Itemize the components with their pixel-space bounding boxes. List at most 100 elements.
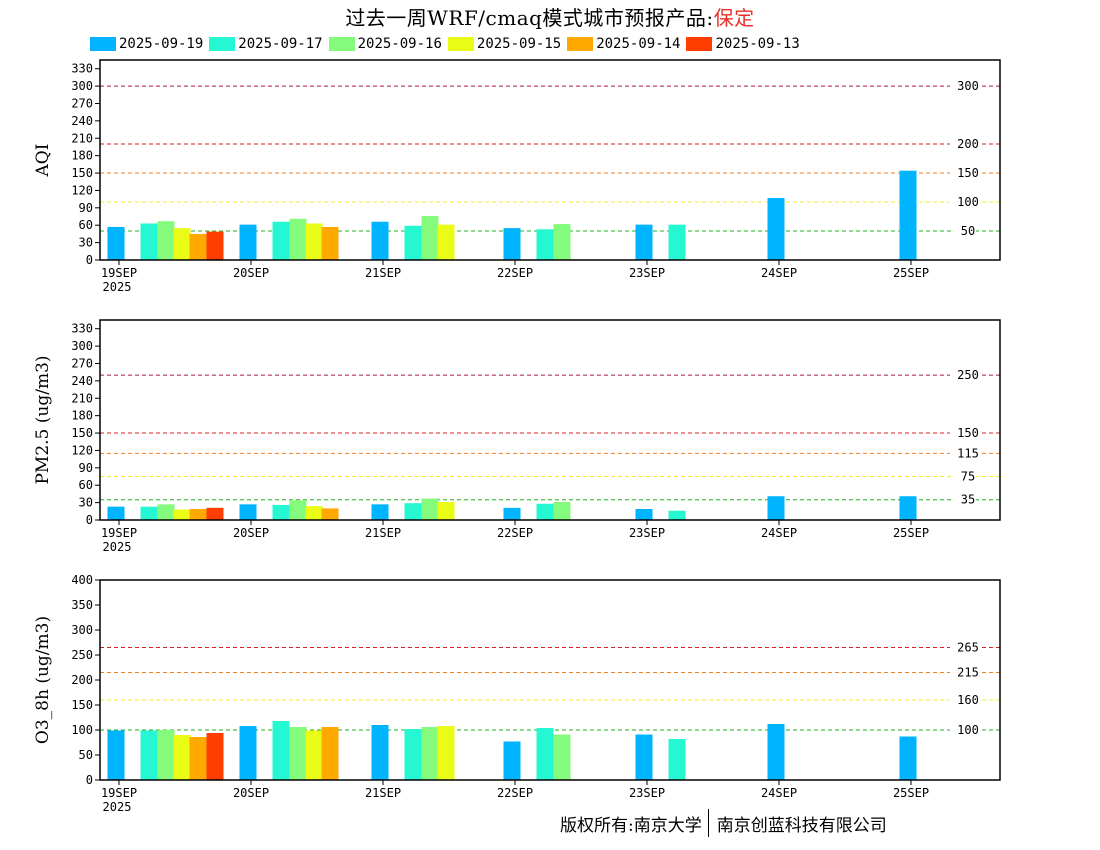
x-tick-label: 20SEP <box>233 266 269 280</box>
bar <box>321 727 339 780</box>
bar <box>239 224 257 260</box>
copyright-owner-1: 版权所有:南京大学 <box>560 815 702 836</box>
y-tick-label: 250 <box>71 648 93 662</box>
bar <box>206 733 224 780</box>
bar <box>536 728 554 780</box>
bar <box>157 730 175 780</box>
bar <box>289 218 307 260</box>
x-tick-label: 19SEP <box>101 266 137 280</box>
bar <box>140 223 158 260</box>
threshold-label: 300 <box>957 79 979 93</box>
threshold-label: 75 <box>961 470 975 484</box>
threshold-label: 100 <box>957 195 979 209</box>
y-tick-label: 150 <box>71 426 93 440</box>
threshold-label-bg <box>950 723 980 737</box>
bar <box>767 496 785 520</box>
legend-swatch <box>209 37 236 51</box>
threshold-label: 115 <box>957 446 979 460</box>
copyright-separator <box>707 809 709 837</box>
threshold-label: 50 <box>961 224 975 238</box>
y-tick-label: 270 <box>71 356 93 370</box>
bar <box>404 225 422 260</box>
legend-swatch <box>447 37 474 51</box>
bar <box>371 504 389 520</box>
bar <box>899 496 917 520</box>
y-tick-label: 100 <box>71 723 93 737</box>
threshold-label-bg <box>950 368 980 383</box>
bar <box>140 506 158 520</box>
x-tick-label: 19SEP <box>101 526 137 540</box>
x-tick-label: 23SEP <box>629 266 665 280</box>
y-axis-label: PM2.5 (ug/m3) <box>33 355 53 484</box>
x-tick-label: 24SEP <box>761 786 797 800</box>
x-tick-label: 23SEP <box>629 786 665 800</box>
legend-label: 2025-09-14 <box>596 36 681 52</box>
x-tick-label: 25SEP <box>893 526 929 540</box>
bar <box>553 224 571 260</box>
threshold-label-bg <box>950 137 980 152</box>
bar <box>272 721 290 780</box>
x-year-label: 2025 <box>103 280 132 294</box>
bar <box>189 508 207 520</box>
y-tick-label: 90 <box>79 461 93 475</box>
bar <box>437 726 455 780</box>
threshold-label: 250 <box>957 368 979 382</box>
y-tick-label: 0 <box>86 513 93 527</box>
bar <box>404 503 422 520</box>
legend-swatch <box>328 37 355 51</box>
copyright: 版权所有:南京大学 南京创蓝科技有限公司 <box>560 808 887 838</box>
y-tick-label: 120 <box>71 443 93 457</box>
bar <box>206 231 224 260</box>
x-tick-label: 21SEP <box>365 266 401 280</box>
y-tick-label: 200 <box>71 673 93 687</box>
threshold-label-bg <box>950 426 980 441</box>
title-city: 保定 <box>713 6 755 30</box>
y-tick-label: 150 <box>71 166 93 180</box>
x-tick-label: 22SEP <box>497 526 533 540</box>
x-tick-label: 21SEP <box>365 526 401 540</box>
x-tick-label: 20SEP <box>233 786 269 800</box>
bar <box>553 502 571 520</box>
threshold-label: 265 <box>957 641 979 655</box>
y-tick-label: 300 <box>71 339 93 353</box>
page-title: 过去一周WRF/cmaq模式城市预报产品:保定 <box>0 2 1100 31</box>
x-tick-label: 24SEP <box>761 526 797 540</box>
y-tick-label: 210 <box>71 131 93 145</box>
x-tick-label: 24SEP <box>761 266 797 280</box>
plot-frame <box>99 319 1001 521</box>
bar <box>289 500 307 520</box>
bar <box>272 504 290 520</box>
y-tick-label: 400 <box>71 573 93 587</box>
bar <box>503 741 521 780</box>
bar <box>668 510 686 520</box>
bar <box>536 229 554 260</box>
bar <box>140 730 158 780</box>
bar <box>321 226 339 260</box>
bar <box>157 221 175 260</box>
x-year-label: 2025 <box>103 540 132 554</box>
bar <box>289 727 307 780</box>
y-tick-label: 0 <box>86 773 93 787</box>
threshold-label: 160 <box>957 693 979 707</box>
threshold-label: 35 <box>961 493 975 507</box>
threshold-label-bg <box>950 640 980 655</box>
y-tick-label: 60 <box>79 218 93 232</box>
threshold-label: 215 <box>957 666 979 680</box>
bar <box>668 739 686 780</box>
threshold-label: 200 <box>957 137 979 151</box>
bar <box>503 228 521 260</box>
x-tick-label: 19SEP <box>101 786 137 800</box>
y-axis-label: O3_8h (ug/m3) <box>33 616 53 744</box>
bar <box>239 726 257 780</box>
x-tick-label: 25SEP <box>893 266 929 280</box>
legend-label: 2025-09-17 <box>238 36 323 52</box>
x-tick-label: 20SEP <box>233 526 269 540</box>
legend-item: 2025-09-19 <box>90 36 203 52</box>
threshold-label-bg <box>950 79 980 94</box>
y-tick-label: 270 <box>71 96 93 110</box>
bar <box>635 508 653 520</box>
bar <box>371 221 389 260</box>
bar <box>189 233 207 260</box>
bar <box>173 509 191 520</box>
